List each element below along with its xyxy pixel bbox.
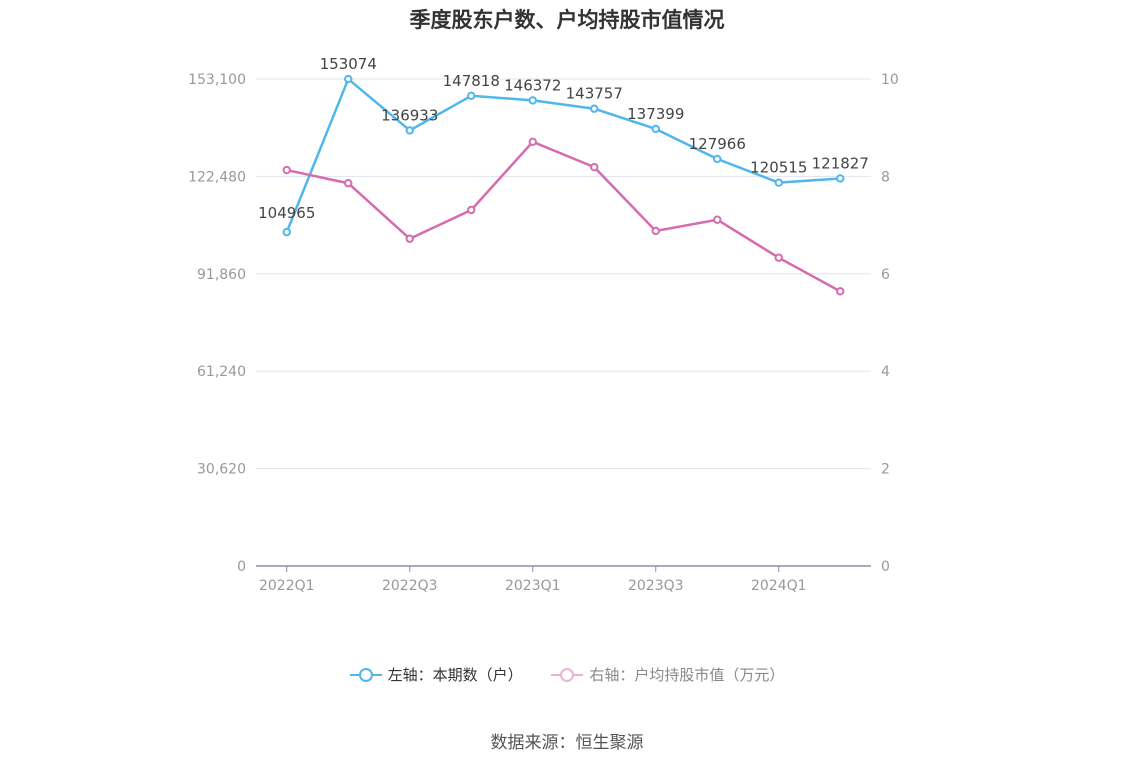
series-line-0 — [285, 77, 841, 233]
chart-title: 季度股东户数、户均持股市值情况 — [409, 8, 725, 32]
data-label: 136933 — [381, 106, 438, 124]
right-axis-tick-label: 10 — [881, 72, 899, 88]
data-label: 121827 — [812, 154, 869, 172]
data-point-0 — [651, 124, 660, 134]
data-point-1 — [282, 165, 291, 175]
legend-item-households[interactable]: 左轴：本期数（户） — [349, 664, 523, 685]
right-axis-tick-label: 0 — [881, 559, 890, 575]
legend-item-avg-value[interactable]: 右轴：户均持股市值（万元） — [551, 664, 784, 685]
data-label: 127966 — [689, 135, 746, 153]
data-source: 数据来源：恒生聚源 — [490, 733, 644, 753]
left-axis-tick-label: 30,620 — [197, 462, 246, 478]
data-point-0 — [467, 91, 476, 101]
data-label: 104965 — [258, 204, 315, 222]
data-point-0 — [774, 178, 783, 187]
data-label: 143757 — [566, 85, 623, 103]
left-axis-tick-label: 61,240 — [197, 364, 246, 380]
left-axis-tick-label: 122,480 — [188, 169, 246, 185]
data-point-0 — [528, 96, 537, 105]
data-point-1 — [836, 287, 845, 296]
data-point-1 — [713, 215, 722, 224]
data-point-0 — [713, 154, 722, 164]
data-point-1 — [405, 234, 414, 243]
data-label: 147818 — [443, 72, 500, 90]
legend-label-avg-value: 右轴：户均持股市值（万元） — [589, 666, 785, 684]
data-label: 146372 — [504, 76, 561, 94]
x-axis-tick-label: 2023Q3 — [628, 578, 684, 594]
data-point-1 — [528, 137, 537, 147]
data-point-0 — [405, 126, 414, 135]
x-axis-tick-label: 2022Q3 — [382, 578, 438, 594]
series-line-1 — [286, 140, 841, 293]
legend-swatch-households — [349, 667, 382, 682]
right-axis-tick-label: 6 — [881, 267, 890, 283]
data-point-1 — [774, 253, 783, 262]
left-axis-tick-label: 0 — [237, 559, 246, 575]
data-label: 153074 — [320, 55, 377, 73]
x-axis-tick-label: 2022Q1 — [259, 578, 315, 594]
data-point-1 — [590, 162, 599, 172]
x-axis-tick-label: 2023Q1 — [505, 578, 561, 594]
data-label: 120515 — [750, 159, 807, 177]
data-point-1 — [467, 205, 476, 215]
data-point-0 — [344, 74, 353, 84]
legend-label-households: 左轴：本期数（户） — [387, 666, 523, 684]
right-axis-tick-label: 8 — [881, 169, 890, 185]
data-label: 137399 — [627, 105, 684, 123]
chart-legend: 左轴：本期数（户） 右轴：户均持股市值（万元） — [0, 664, 1134, 686]
data-point-1 — [344, 179, 353, 188]
data-point-0 — [590, 104, 599, 113]
right-axis-tick-label: 4 — [881, 364, 890, 380]
data-point-1 — [651, 226, 660, 236]
right-axis-tick-label: 2 — [881, 462, 890, 478]
legend-swatch-avg-value — [551, 667, 584, 682]
data-point-0 — [836, 174, 845, 183]
data-point-0 — [282, 227, 291, 237]
left-axis-tick-label: 91,860 — [197, 267, 246, 283]
x-axis-tick-label: 2024Q1 — [751, 578, 807, 594]
left-axis-tick-label: 153,100 — [188, 72, 246, 88]
